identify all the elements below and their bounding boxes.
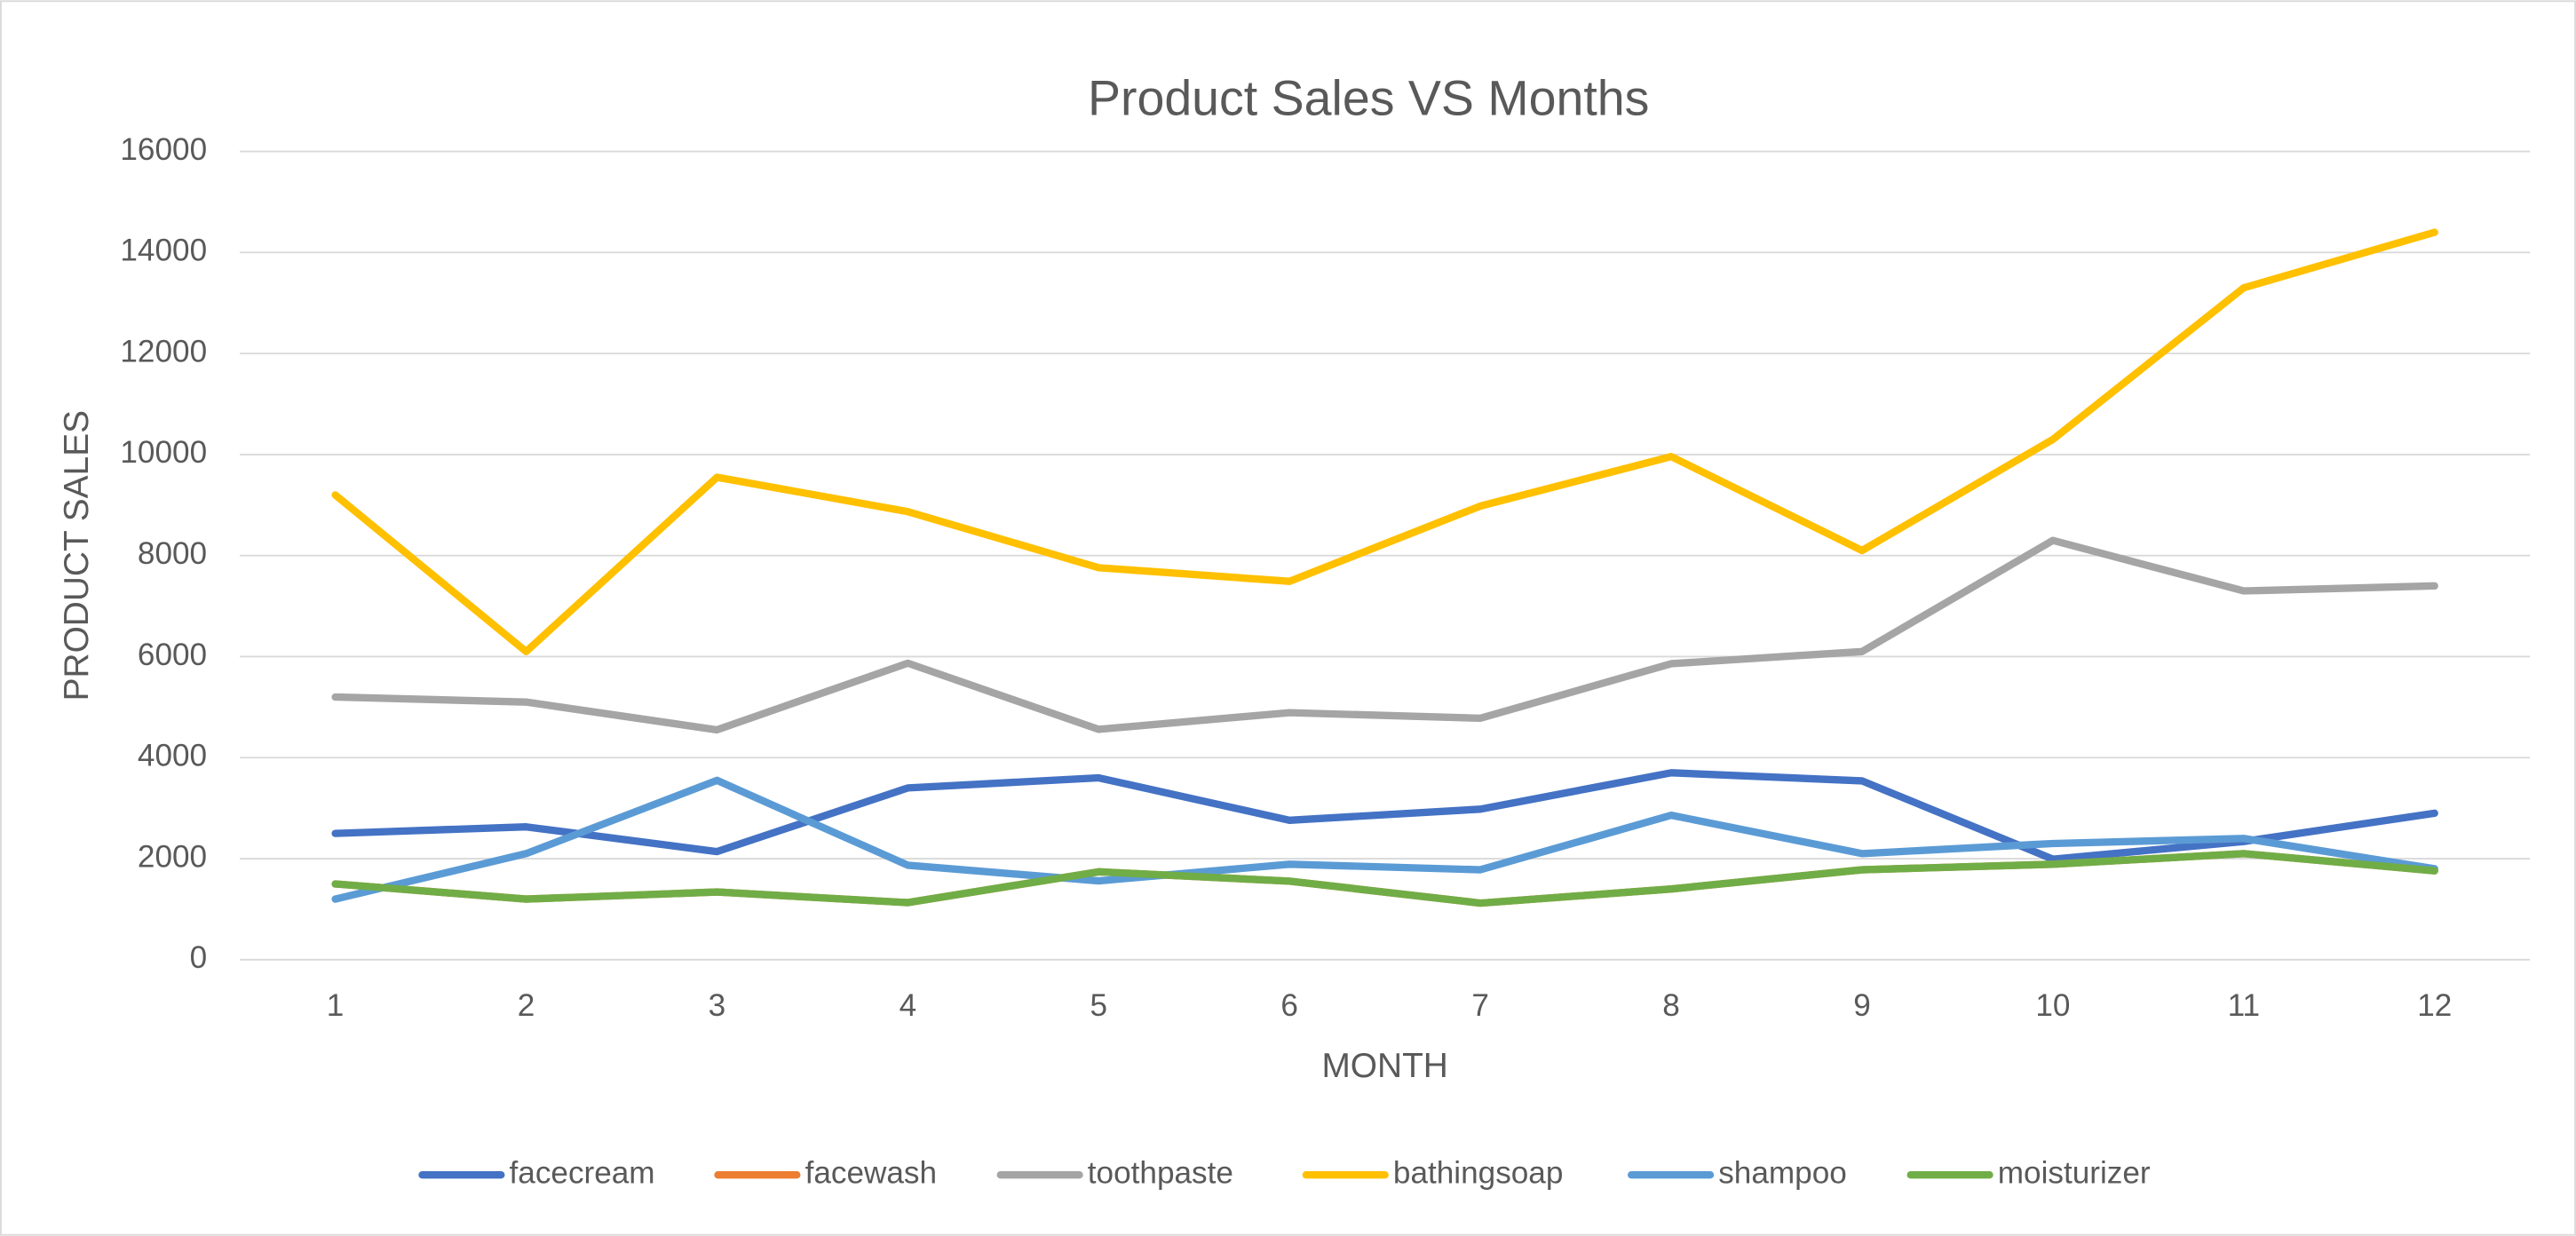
x-tick-label: 2: [518, 988, 535, 1023]
legend-label: moisturizer: [1998, 1155, 2151, 1190]
series-line: [331, 769, 2438, 863]
x-tick-label: 4: [900, 988, 917, 1023]
y-axis-label: PRODUCT SALES: [58, 410, 96, 701]
x-tick-label: 12: [2417, 988, 2452, 1023]
legend-label: facewash: [805, 1155, 937, 1190]
legend-label: toothpaste: [1088, 1155, 1233, 1190]
y-tick-label: 0: [190, 940, 208, 975]
x-axis-label: MONTH: [1321, 1047, 1447, 1085]
series-line: [331, 776, 2438, 903]
x-tick-label: 7: [1471, 988, 1489, 1023]
chart-title: Product Sales VS Months: [1088, 71, 1649, 126]
y-tick-label: 4000: [138, 739, 207, 773]
y-tick-label: 10000: [120, 435, 207, 470]
y-tick-label: 2000: [138, 839, 207, 874]
x-tick-label: 1: [327, 988, 345, 1023]
y-tick-label: 14000: [120, 234, 207, 268]
y-tick-label: 12000: [120, 334, 207, 368]
series-line: [331, 228, 2438, 655]
x-tick-label: 3: [709, 988, 726, 1023]
x-tick-label: 6: [1280, 988, 1298, 1023]
x-tick-label: 9: [1853, 988, 1871, 1023]
x-tick-label: 8: [1662, 988, 1680, 1023]
legend-label: bathingsoap: [1393, 1155, 1563, 1190]
legend-label: shampoo: [1718, 1155, 1847, 1190]
series-line: [331, 536, 2438, 734]
legend-label: facecream: [510, 1155, 655, 1190]
x-tick-label: 5: [1090, 988, 1107, 1023]
x-tick-label: 11: [2228, 988, 2260, 1023]
series-line: [331, 850, 2438, 907]
y-tick-label: 6000: [138, 638, 207, 672]
y-tick-label: 8000: [138, 536, 207, 571]
x-tick-label: 10: [2035, 988, 2070, 1023]
y-tick-label: 16000: [120, 132, 207, 167]
